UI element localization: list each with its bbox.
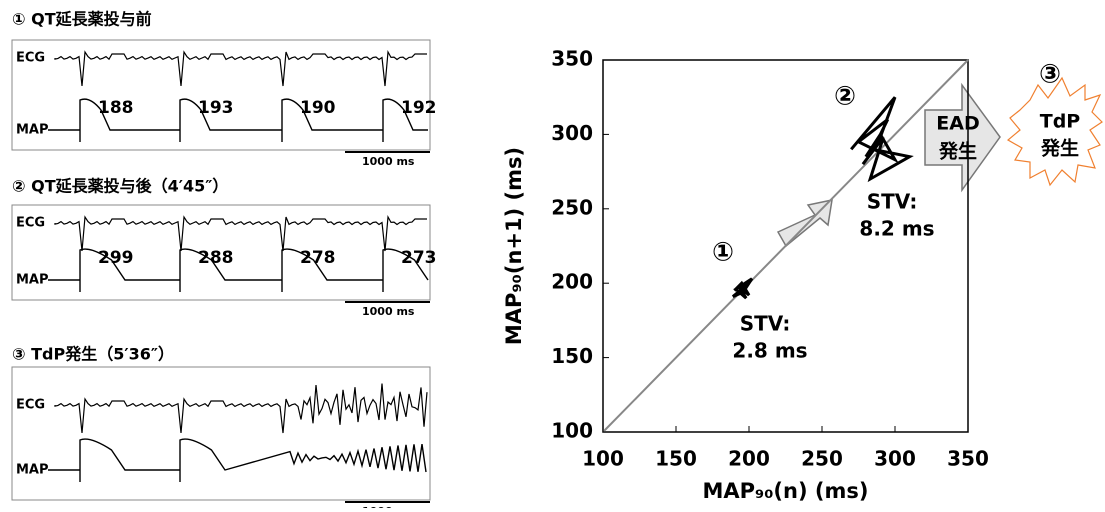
scale-label: 1000 ms bbox=[362, 305, 415, 318]
ecg-label: ECG bbox=[16, 398, 45, 413]
x-tick-label: 350 bbox=[947, 447, 989, 471]
apd-label: 288 bbox=[198, 248, 234, 268]
map-trace bbox=[48, 98, 428, 142]
map-label: MAP bbox=[16, 463, 49, 478]
ecg-label: ECG bbox=[16, 216, 45, 231]
y-tick-label: 200 bbox=[551, 270, 593, 294]
trace bbox=[731, 277, 754, 300]
arrow-text: EAD bbox=[936, 113, 979, 135]
apd-label: 278 bbox=[300, 248, 336, 268]
ecg-trace bbox=[54, 49, 427, 87]
apd-label: 192 bbox=[401, 98, 437, 118]
panel-box bbox=[11, 39, 431, 151]
panel-title: ③ TdP発生（5′36″） bbox=[12, 345, 174, 364]
apd-label: 188 bbox=[98, 98, 134, 118]
ecg-trace bbox=[54, 383, 428, 434]
burst bbox=[1006, 76, 1103, 187]
y-tick-label: 350 bbox=[551, 47, 593, 71]
panel-box bbox=[11, 204, 431, 301]
trace bbox=[850, 96, 914, 183]
apd-label: 273 bbox=[401, 248, 437, 268]
map-label: MAP bbox=[16, 273, 49, 288]
ecg-label: ECG bbox=[16, 51, 45, 66]
burst-text: TdP bbox=[1040, 111, 1081, 133]
stv-value: 8.2 ms bbox=[859, 217, 934, 241]
identity-line bbox=[602, 59, 969, 433]
map-trace bbox=[48, 438, 427, 482]
scale-label: 1000 ms bbox=[362, 155, 415, 168]
marker: ② bbox=[834, 82, 856, 112]
x-axis-label: MAP₉₀(n) (ms) bbox=[703, 479, 869, 503]
map-trace bbox=[48, 248, 429, 292]
map-label: MAP bbox=[16, 123, 49, 138]
x-tick-label: 150 bbox=[655, 447, 697, 471]
x-tick-label: 200 bbox=[728, 447, 770, 471]
panel-box bbox=[11, 366, 431, 501]
x-tick-label: 100 bbox=[582, 447, 624, 471]
burst-text: 発生 bbox=[1040, 137, 1079, 160]
stv-value: 2.8 ms bbox=[732, 339, 807, 363]
y-tick-label: 250 bbox=[551, 195, 593, 219]
y-axis-label: MAP₉₀(n+1) (ms) bbox=[502, 147, 526, 345]
arrow-text: 発生 bbox=[938, 140, 977, 163]
ecg-trace bbox=[54, 214, 427, 252]
marker: ③ bbox=[1039, 60, 1061, 90]
apd-label: 299 bbox=[98, 248, 134, 268]
x-tick-label: 300 bbox=[874, 447, 916, 471]
apd-label: 190 bbox=[300, 98, 336, 118]
panel-title: ② QT延長薬投与後（4′45″） bbox=[12, 177, 228, 196]
stv-label: STV: bbox=[740, 312, 791, 336]
stv-label: STV: bbox=[867, 190, 918, 214]
marker: ① bbox=[712, 238, 734, 268]
y-tick-label: 300 bbox=[551, 121, 593, 145]
x-tick-label: 250 bbox=[801, 447, 843, 471]
big-arrow bbox=[924, 82, 1001, 193]
y-tick-label: 150 bbox=[551, 344, 593, 368]
panel-title: ① QT延長薬投与前 bbox=[12, 10, 152, 29]
apd-label: 193 bbox=[198, 98, 234, 118]
plot-frame bbox=[602, 59, 969, 433]
y-tick-label: 100 bbox=[551, 419, 593, 443]
